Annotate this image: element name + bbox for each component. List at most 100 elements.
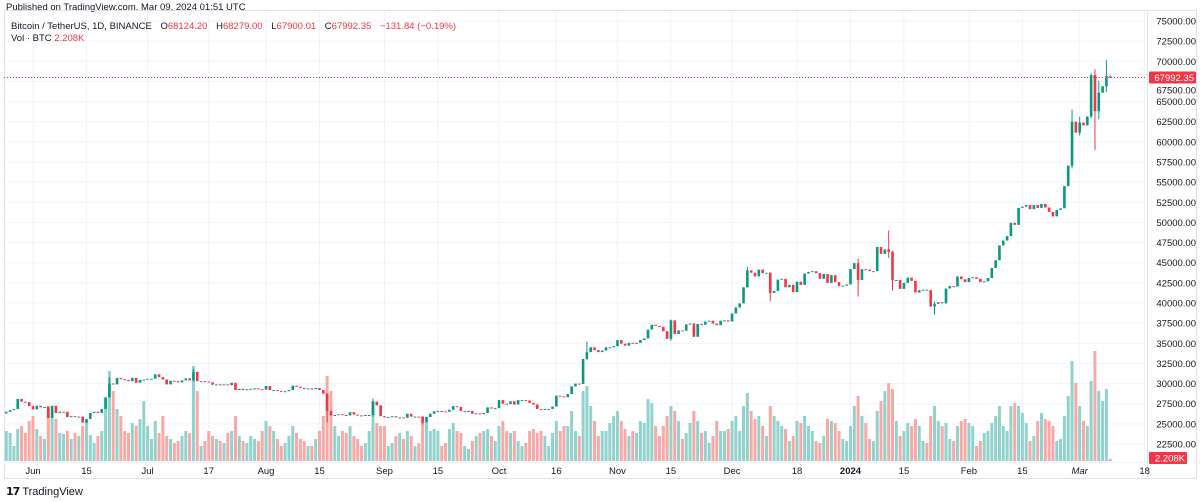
candle-body [906,277,910,283]
candle-body [791,284,795,293]
price-tick-label: 62500.00 [1156,117,1196,128]
price-tick-label: 35000.00 [1156,339,1196,350]
volume-bar [1051,426,1055,461]
volume-bar [321,416,325,461]
time-tick-label: 18 [792,466,803,477]
volume-bar [600,431,604,461]
candle-body [157,374,161,378]
volume-bar [661,426,665,461]
candle-body [390,416,394,418]
volume-bar [486,429,490,461]
candle-body [66,411,69,418]
volume-bar [898,436,902,461]
volume-bar [505,431,509,461]
volume-bar [459,433,463,461]
volume-bar [700,433,703,461]
volume-bar [638,421,642,461]
volume-bar [249,436,253,461]
candle-body [612,346,615,348]
volume-bar [111,391,115,461]
change-value: −131.84 (−0.19%) [379,21,456,32]
volume-bar [298,439,302,461]
volume-bar [1108,458,1112,461]
candle-body [593,347,596,351]
candle-body [85,419,88,423]
volume-bar [512,431,516,461]
candle-body [1044,203,1047,208]
candle-body [161,377,165,380]
volume-bar [337,436,341,461]
candle-body [69,416,73,418]
volume-bar [264,421,268,461]
volume-bar [516,441,520,461]
time-axis[interactable]: Jun 15 Jul 17 Aug 15 Sep 15 Oct 16 Nov 15 Dec 18 2024 1… [25,466,1150,477]
chart-frame [4,10,1197,479]
candle-body [12,408,16,411]
high-value: 68279.00 [222,21,263,32]
volume-bar [287,436,291,461]
candle-body [692,323,696,337]
volume-bar [1028,441,1032,461]
candle-body [43,406,46,408]
volume-bar [799,423,803,461]
candle-body [1055,209,1059,217]
volume-bar [910,426,914,461]
high-label: H [216,21,223,32]
volume-bar [310,446,314,461]
volume-bar [1078,406,1082,461]
volume-bar [715,421,719,461]
volume-bar [795,421,799,461]
candle-body [975,277,978,279]
candle-body [375,401,379,406]
volume-bar [1005,431,1009,461]
volume-label[interactable]: Vol · BTC [11,33,52,44]
candle-body [807,271,810,274]
candle-body [1047,207,1051,212]
candle-body [291,385,295,391]
volume-bar [1062,416,1066,461]
time-tick-label: Jul [142,466,154,477]
symbol-title[interactable]: Bitcoin / TetherUS, 1D, BINANCE [11,21,152,32]
price-tick-label: 75000.00 [1156,17,1196,28]
volume-bar [165,436,169,461]
candle-body [276,390,279,392]
candle-body [635,342,638,344]
candle-body [302,388,306,390]
candle-body [516,400,520,405]
candle-body [471,410,474,414]
volume-bar [696,421,700,461]
volume-bar [814,441,818,461]
volume-bar [1070,361,1074,461]
candle-body [73,416,77,418]
time-tick-label: 2024 [840,466,862,477]
candle-body [524,400,528,402]
candle-body [872,271,875,273]
tradingview-logo[interactable]: 𝟭𝟳 TradingView [6,485,83,499]
candle-body [753,272,757,277]
volume-bar [493,441,497,461]
candle-body [89,412,92,420]
candle-body [1021,206,1024,208]
volume-bar [845,441,849,461]
volume-bar [16,429,20,461]
candle-body [1013,222,1017,225]
volume-bar [1082,421,1085,461]
volume-bar [1101,401,1105,461]
close-value: 67992.35 [331,21,372,32]
volume-bar [936,421,940,461]
candle-body [463,410,466,412]
volume-bar [203,441,207,461]
candle-body [306,388,310,390]
volume-bar [1017,406,1021,461]
volume-bar [1055,441,1059,461]
volume-bar [707,443,711,461]
volume-bar [188,433,192,461]
volume-bar [745,393,749,461]
volume-bar [711,436,715,461]
price-axis[interactable]: 75000.00 72500.00 70000.00 67500.0065000.00… [1156,17,1196,451]
candle-body [631,342,635,344]
candle-body [837,282,841,287]
candle-body [367,414,371,416]
candle-body [440,410,444,412]
